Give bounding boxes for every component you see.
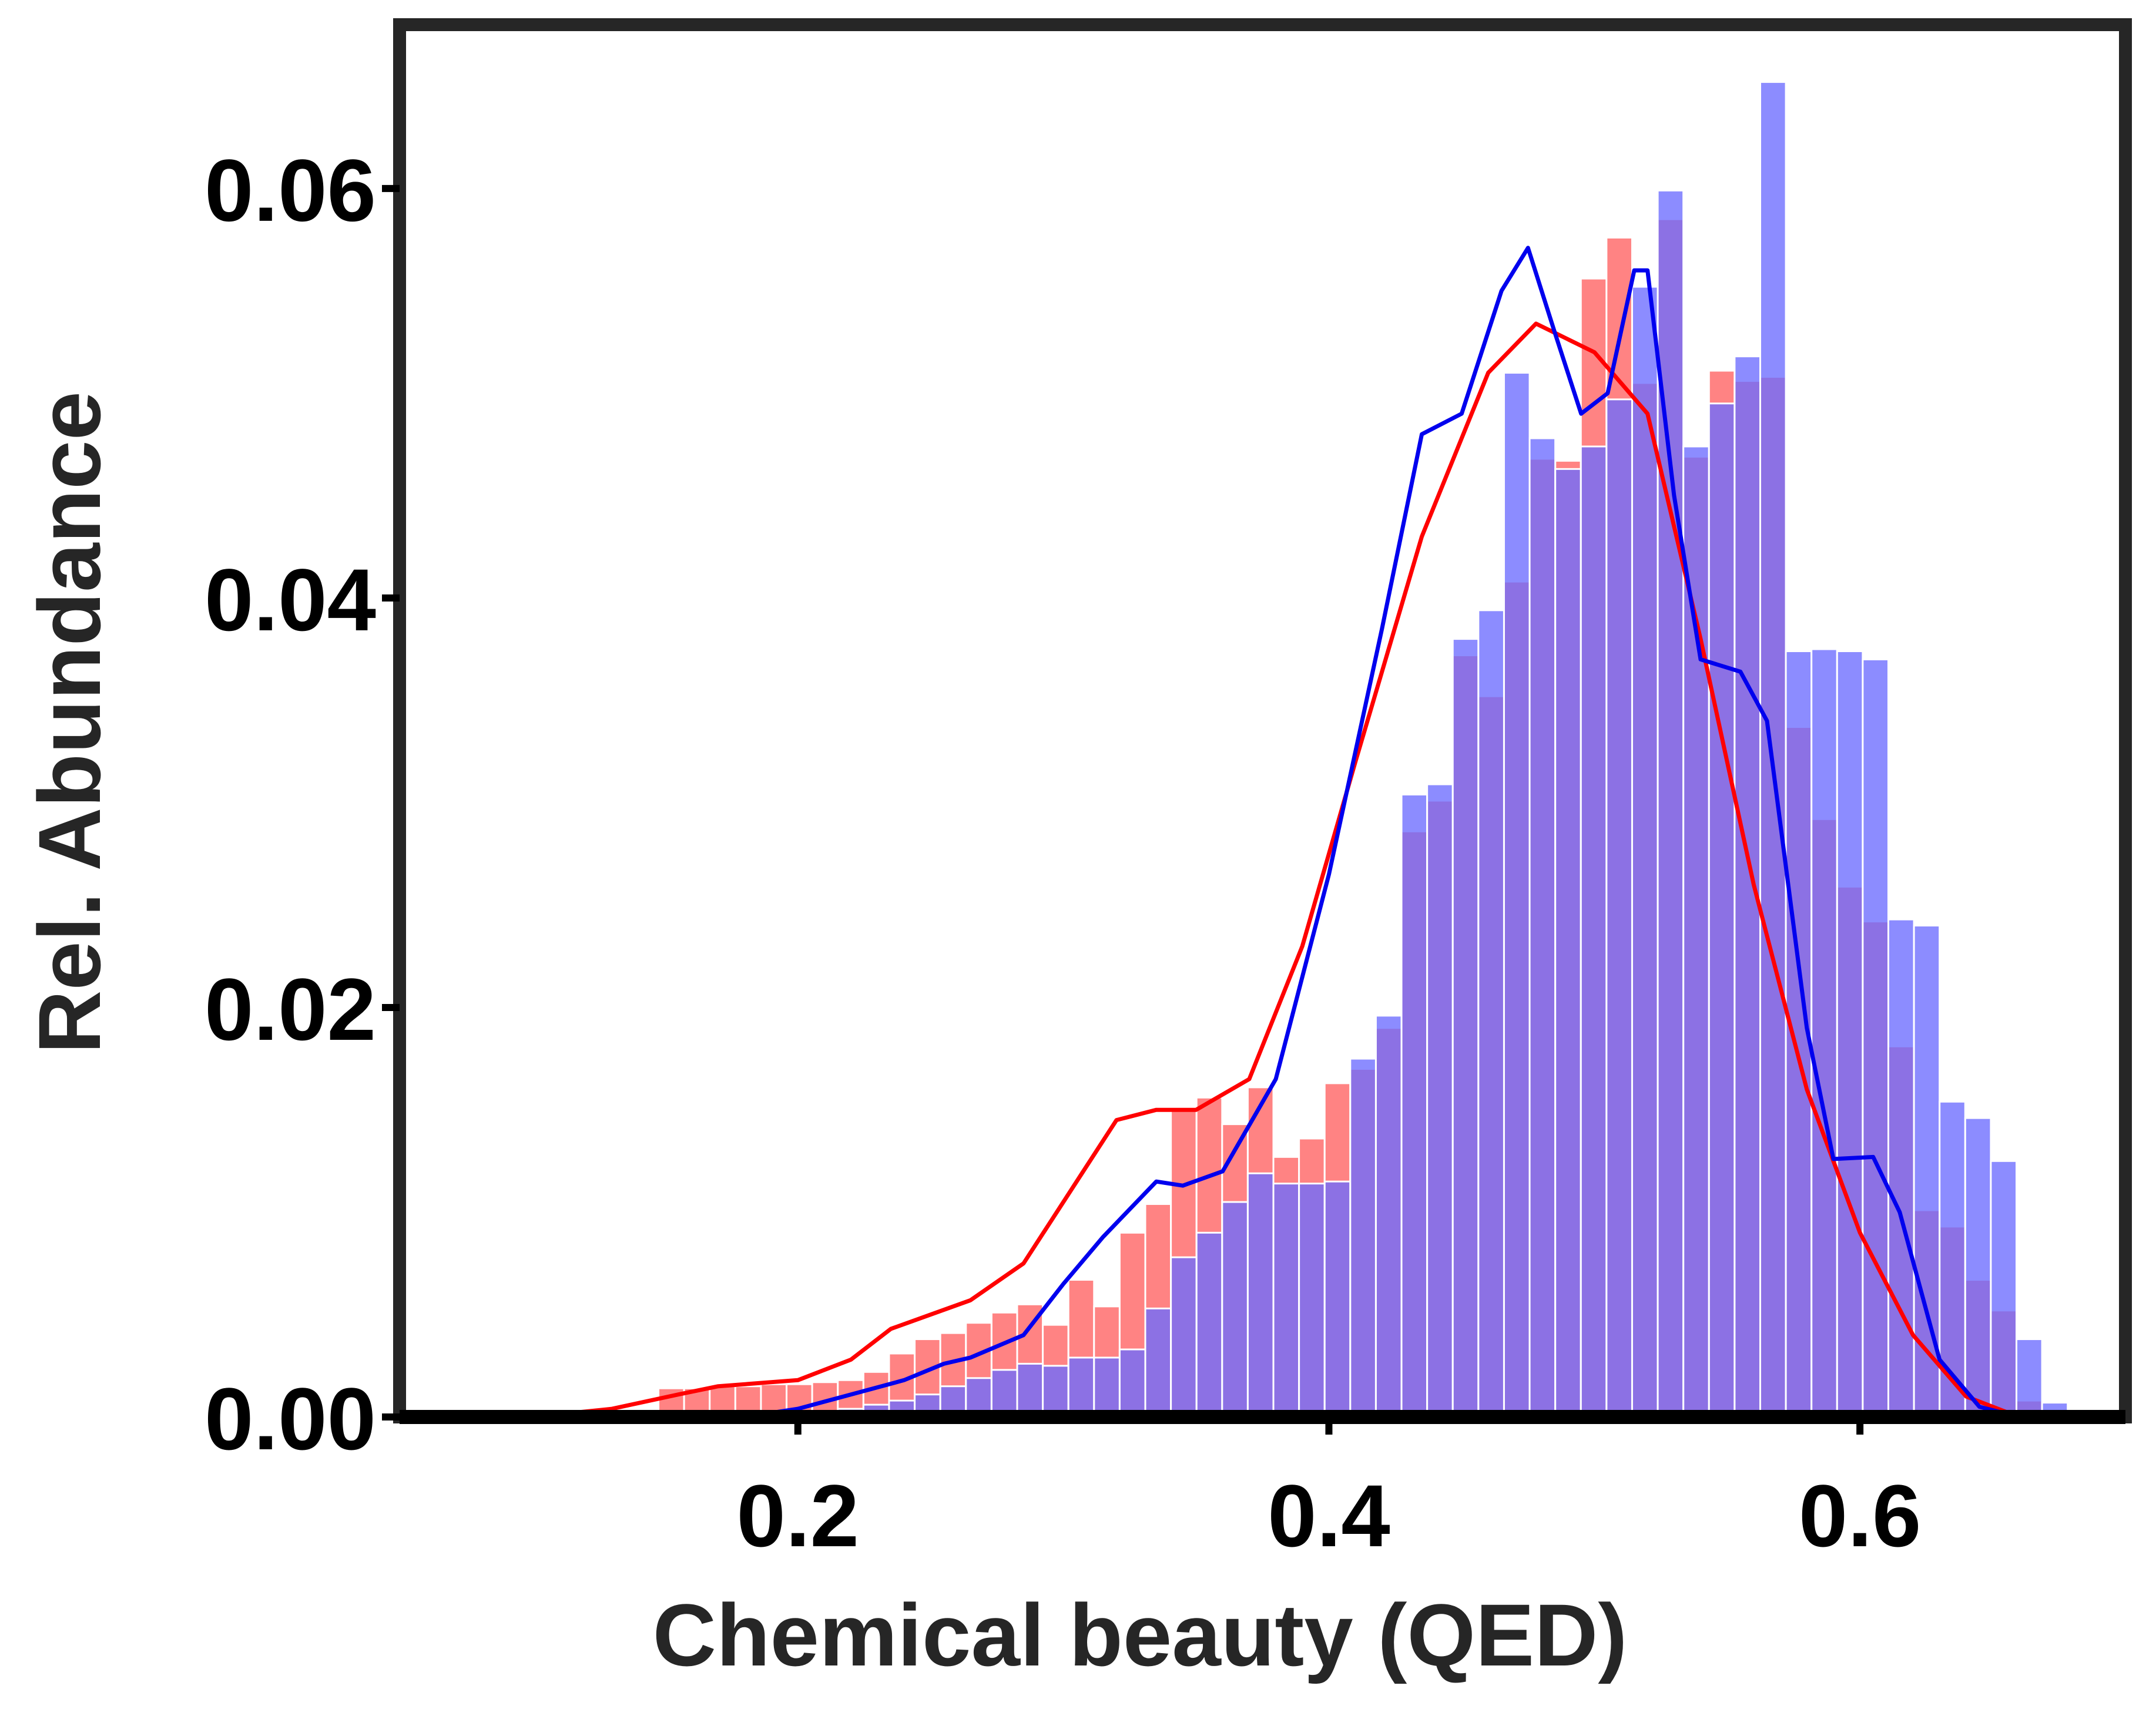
kde-line-0: [532, 321, 2020, 1419]
histogram-bar: [1246, 1172, 1275, 1418]
histogram-bar: [1400, 793, 1429, 1418]
x-tick-label: 0.6: [1799, 1466, 1922, 1565]
histogram-bar: [990, 1369, 1018, 1418]
histogram-bar: [1374, 1015, 1403, 1418]
histogram-bar: [1042, 1365, 1069, 1418]
histogram-bar: [1580, 445, 1608, 1418]
histogram-bar: [1990, 1160, 2018, 1418]
histogram-bar: [2016, 1338, 2043, 1418]
histogram-bar: [1477, 609, 1505, 1418]
plot-area: [532, 81, 2069, 1419]
histogram-bar: [1349, 1057, 1377, 1418]
histogram-bar: [1810, 648, 1838, 1418]
histogram-bar: [1221, 1201, 1249, 1418]
histogram-bar: [1554, 468, 1582, 1418]
y-tick-label: 0.00: [204, 1369, 376, 1468]
histogram-bar: [1887, 918, 1915, 1418]
histogram-bar: [1451, 638, 1480, 1418]
x-tick-label: 0.4: [1268, 1466, 1390, 1565]
histogram-bar: [1323, 1180, 1352, 1418]
histogram-bar: [1682, 445, 1710, 1418]
histogram-bar: [1631, 286, 1659, 1418]
histogram-series-1: [786, 81, 2069, 1418]
histogram-bar: [1503, 372, 1531, 1418]
histogram-bar: [1067, 1356, 1095, 1418]
histogram-bar: [1093, 1356, 1121, 1418]
histogram-bar: [1118, 1348, 1146, 1418]
histogram-bar: [1836, 650, 1864, 1418]
x-axis-label: Chemical beauty (QED): [653, 1586, 1628, 1684]
y-tick-label: 0.06: [204, 141, 376, 240]
y-axis-label: Rel. Abundance: [20, 391, 119, 1054]
histogram-bar: [1298, 1183, 1326, 1418]
kde-line-1: [744, 246, 2020, 1419]
histogram-bar: [1170, 1256, 1198, 1418]
histogram-bar: [1272, 1183, 1300, 1418]
x-tick-label: 0.2: [737, 1466, 860, 1565]
histogram-bar: [1862, 658, 1890, 1418]
axes: 0.2 0.4 0.6 0.00 0.02 0.04 0.06: [204, 18, 2132, 1565]
histogram-bar: [1426, 783, 1454, 1418]
histogram-bar: [1733, 355, 1761, 1418]
histogram-bar: [1016, 1362, 1044, 1418]
histogram-bar: [1195, 1231, 1223, 1418]
histogram-bar: [1759, 81, 1787, 1418]
histogram-bar: [1964, 1117, 1992, 1418]
histogram-bar: [1605, 398, 1633, 1418]
y-tick-label: 0.02: [204, 960, 376, 1059]
histogram-bar: [1708, 402, 1736, 1418]
histogram-bar: [1528, 437, 1557, 1418]
histogram-bar: [1144, 1307, 1172, 1418]
y-tick-label: 0.04: [204, 550, 376, 649]
